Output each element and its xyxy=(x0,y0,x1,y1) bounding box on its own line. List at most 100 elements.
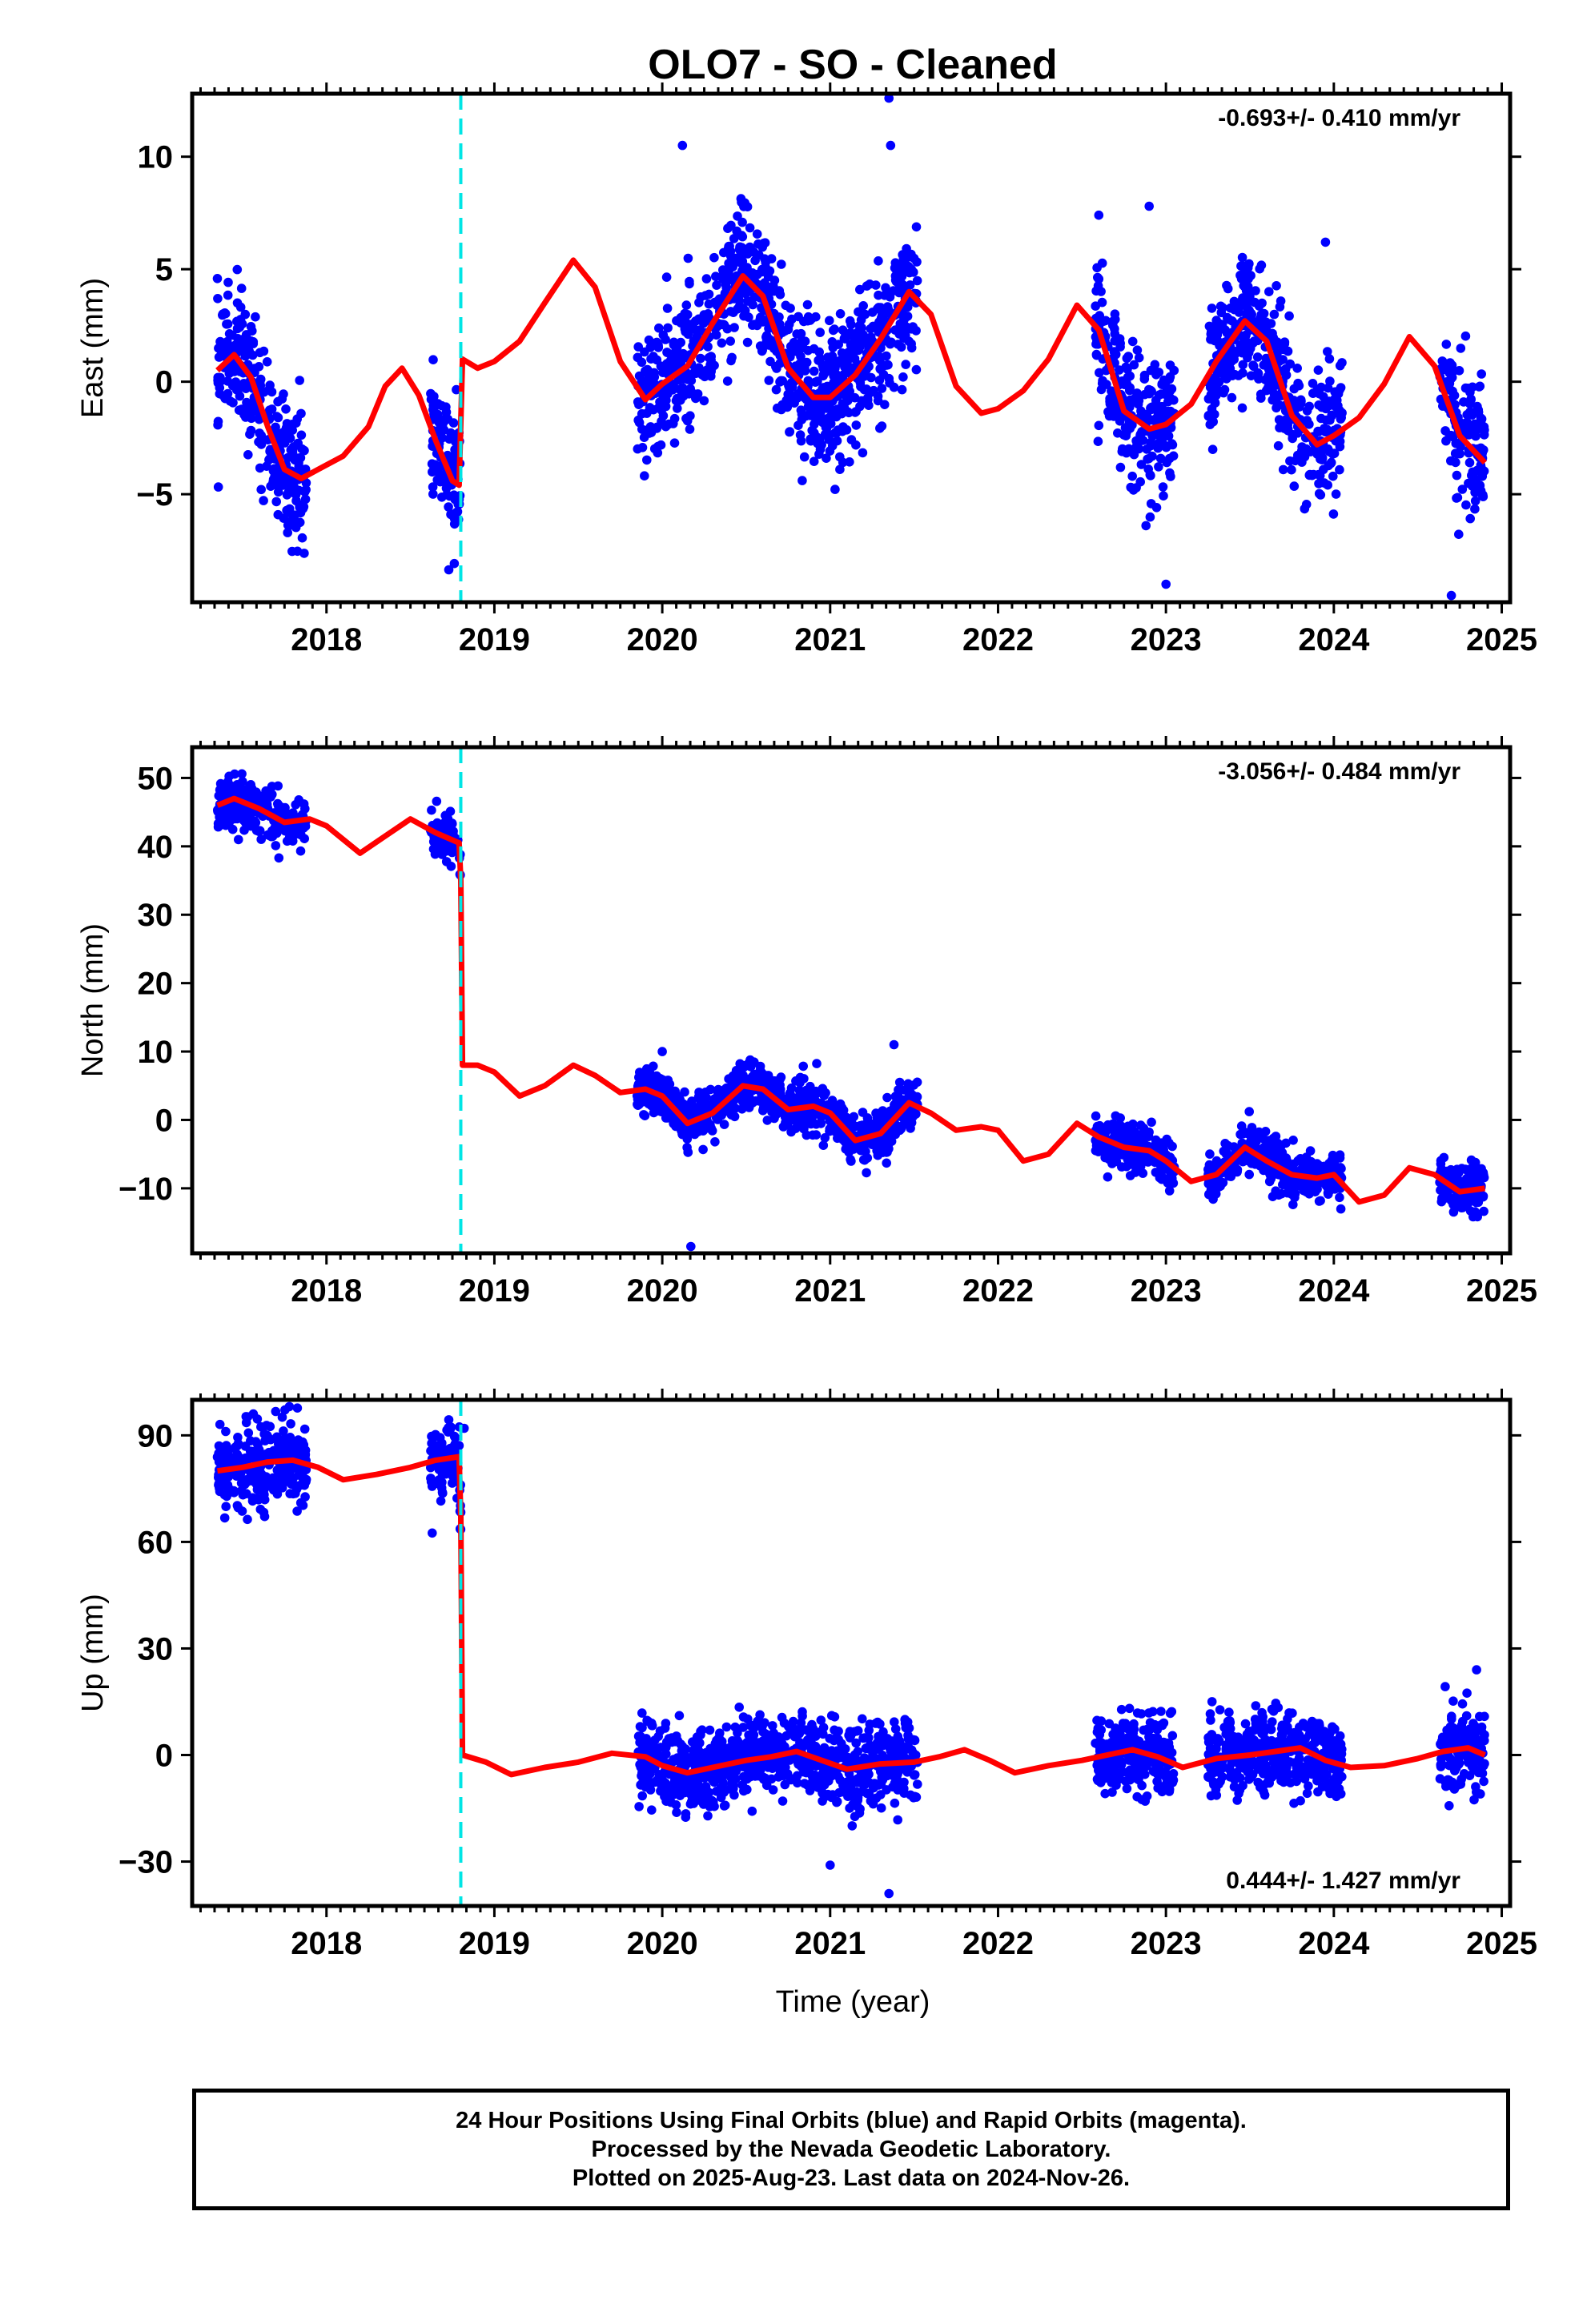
data-point xyxy=(283,1434,294,1444)
data-point xyxy=(1244,1169,1254,1180)
data-point xyxy=(1204,321,1215,332)
data-point xyxy=(673,360,683,369)
data-point xyxy=(831,412,842,422)
data-point xyxy=(239,379,249,388)
data-point xyxy=(1274,415,1284,424)
data-point xyxy=(440,810,450,821)
data-point xyxy=(652,1079,662,1089)
data-point xyxy=(901,360,910,369)
data-point xyxy=(1292,364,1302,373)
data-point xyxy=(838,325,848,336)
data-point xyxy=(273,781,283,791)
data-point xyxy=(1446,1193,1456,1203)
data-point xyxy=(251,1437,261,1446)
data-point xyxy=(1280,339,1290,349)
east-y-tick-label: 10 xyxy=(138,140,174,175)
data-point xyxy=(637,1708,647,1718)
data-point xyxy=(1323,347,1332,356)
east-model-line xyxy=(215,257,1488,489)
data-point xyxy=(716,1092,726,1101)
data-point xyxy=(818,1140,829,1150)
data-point xyxy=(722,376,733,386)
data-point xyxy=(678,352,688,363)
data-point xyxy=(271,841,281,850)
east-y-tick-label: 5 xyxy=(155,252,173,287)
data-point xyxy=(890,264,901,274)
data-point xyxy=(282,836,292,846)
data-point xyxy=(1451,457,1460,468)
data-point xyxy=(1097,378,1107,388)
figure-title: OLO7 - SO - Cleaned xyxy=(648,42,1057,88)
data-point xyxy=(816,1119,826,1128)
data-point xyxy=(1236,261,1246,271)
data-point xyxy=(271,422,280,432)
data-point xyxy=(780,326,790,336)
data-point xyxy=(711,271,721,282)
data-point xyxy=(225,396,235,406)
data-point xyxy=(649,404,658,415)
data-point xyxy=(873,392,883,401)
data-point xyxy=(676,337,685,348)
data-point xyxy=(1274,1190,1284,1200)
data-point xyxy=(246,322,256,332)
data-point xyxy=(1450,400,1460,410)
data-point xyxy=(1163,396,1173,407)
data-point xyxy=(1107,386,1116,396)
data-point xyxy=(851,420,862,430)
data-point xyxy=(757,1096,766,1106)
data-point xyxy=(719,1120,729,1129)
data-point xyxy=(1093,436,1103,446)
east-x-tick-label: 2022 xyxy=(962,622,1034,657)
data-point xyxy=(1158,409,1168,419)
data-point xyxy=(1093,281,1103,291)
data-point xyxy=(1466,394,1476,404)
data-point xyxy=(271,497,282,507)
data-point xyxy=(747,1072,757,1082)
data-point xyxy=(798,476,807,485)
data-point xyxy=(213,294,223,304)
data-point xyxy=(814,449,824,459)
data-point xyxy=(1145,512,1155,522)
data-point xyxy=(1251,286,1260,296)
data-point xyxy=(742,202,753,211)
data-point xyxy=(856,381,866,392)
data-point xyxy=(1132,388,1142,398)
data-point xyxy=(1468,476,1478,486)
data-point xyxy=(436,1496,446,1506)
data-point xyxy=(817,440,826,450)
data-point xyxy=(730,1104,741,1113)
data-point xyxy=(796,436,806,446)
data-point xyxy=(655,397,665,407)
data-point xyxy=(216,820,226,830)
data-point xyxy=(239,825,249,835)
data-point xyxy=(1275,400,1284,410)
data-point xyxy=(441,407,452,417)
data-point xyxy=(1220,325,1230,335)
data-point xyxy=(771,384,781,395)
data-point xyxy=(1294,380,1304,391)
data-point xyxy=(299,799,309,809)
data-point xyxy=(439,425,449,435)
data-point xyxy=(1468,1172,1479,1182)
data-point xyxy=(1336,1163,1345,1172)
data-point xyxy=(677,1129,687,1140)
data-point xyxy=(1330,394,1340,404)
data-point xyxy=(1103,1172,1113,1182)
data-point xyxy=(236,283,247,293)
data-point xyxy=(723,243,733,254)
data-point xyxy=(1094,420,1104,431)
data-point xyxy=(1323,383,1333,393)
data-point xyxy=(1319,464,1328,475)
data-point xyxy=(270,472,279,481)
data-point xyxy=(1091,1140,1102,1151)
east-x-tick-label: 2023 xyxy=(1131,622,1202,657)
data-point xyxy=(794,364,805,373)
data-point xyxy=(281,404,291,414)
data-point xyxy=(712,280,721,290)
data-point xyxy=(1313,427,1324,436)
data-point xyxy=(760,254,769,264)
data-point xyxy=(294,1470,303,1480)
data-point xyxy=(434,822,444,832)
data-point xyxy=(1144,201,1154,211)
data-point xyxy=(1224,354,1235,364)
